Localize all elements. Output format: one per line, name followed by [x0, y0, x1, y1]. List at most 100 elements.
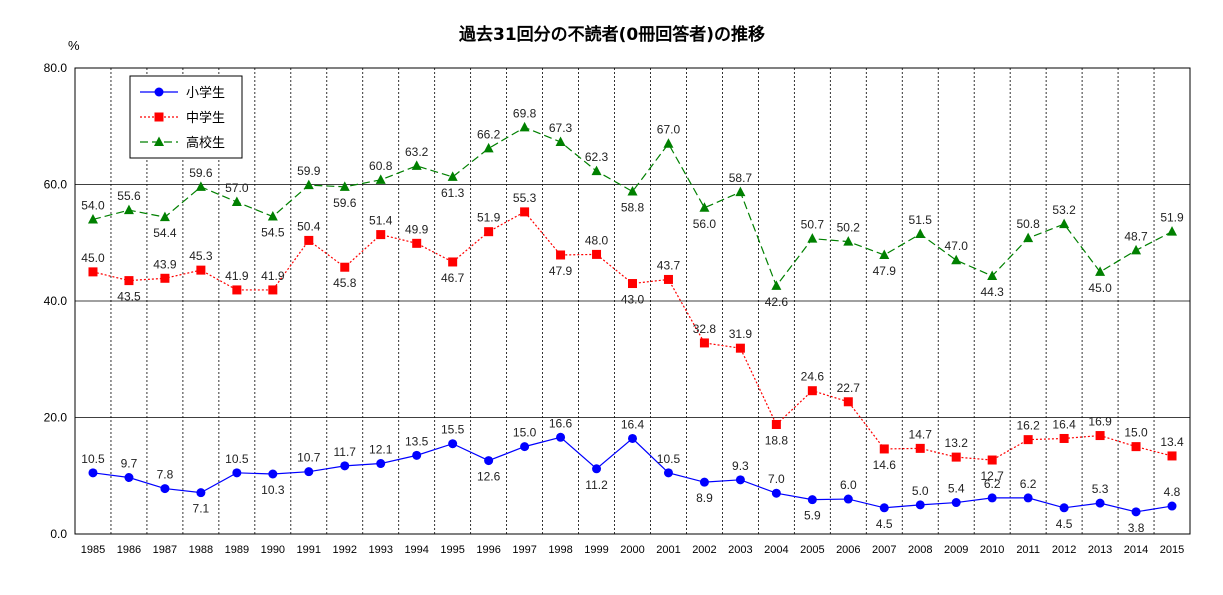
data-point: [196, 265, 206, 275]
data-label: 16.4: [1052, 417, 1076, 431]
data-label: 15.0: [1124, 426, 1148, 440]
x-tick-label: 2004: [764, 544, 788, 556]
x-tick-label: 1990: [261, 544, 285, 556]
data-label: 43.5: [117, 290, 141, 304]
data-point: [735, 475, 745, 485]
data-point: [699, 202, 710, 212]
data-label: 4.5: [876, 517, 893, 531]
data-label: 69.8: [513, 106, 537, 120]
data-point: [1059, 503, 1069, 513]
data-point: [627, 185, 638, 196]
data-point: [987, 455, 997, 465]
x-tick-label: 2006: [836, 544, 860, 556]
data-point: [268, 285, 278, 295]
series-1: [88, 432, 1177, 517]
data-point: [154, 112, 164, 122]
data-point: [1167, 226, 1178, 236]
data-point: [411, 160, 422, 170]
legend-label: 小学生: [186, 85, 225, 101]
plot-border: [74, 67, 1191, 535]
data-point: [232, 285, 242, 295]
data-label: 43.7: [657, 258, 681, 272]
y-tick-label: 40.0: [44, 294, 68, 308]
data-point: [124, 276, 134, 286]
data-point: [951, 498, 961, 508]
data-label: 51.9: [1160, 211, 1184, 225]
data-label: 59.9: [297, 164, 321, 178]
data-label: 12.7: [980, 469, 1004, 483]
series-2: [88, 207, 1177, 465]
data-point: [160, 484, 170, 494]
data-label: 47.9: [549, 264, 573, 278]
data-label: 8.9: [696, 491, 713, 505]
x-tick-label: 1993: [368, 544, 392, 556]
data-point: [771, 488, 781, 498]
data-label: 41.9: [261, 269, 285, 283]
data-label: 55.6: [117, 189, 141, 203]
x-tick-label: 1994: [404, 544, 428, 556]
data-label: 7.0: [768, 472, 785, 486]
data-label: 22.7: [837, 381, 861, 395]
data-label: 49.9: [405, 222, 429, 236]
x-axis-ticks: 1985 1986 1987 1988 1989 1990 1991 1992 1993 1994…: [81, 544, 1185, 556]
data-point: [267, 211, 278, 221]
data-point: [879, 503, 889, 513]
data-point: [556, 250, 566, 260]
data-point: [555, 136, 566, 146]
data-point: [628, 433, 637, 443]
data-label: 62.3: [585, 150, 609, 164]
data-label: 32.8: [693, 322, 717, 336]
data-label: 56.0: [693, 217, 717, 231]
data-label: 45.0: [1088, 281, 1112, 295]
data-point: [88, 267, 98, 277]
data-label: 60.8: [369, 159, 393, 173]
x-tick-label: 2011: [1016, 544, 1040, 556]
series-3: [87, 121, 1178, 290]
data-label: 58.8: [621, 200, 645, 214]
data-label: 16.6: [549, 416, 573, 430]
data-point: [375, 174, 386, 184]
data-label: 4.5: [1056, 517, 1073, 531]
x-tick-label: 2001: [656, 544, 680, 556]
data-point: [663, 138, 674, 148]
data-label: 45.0: [81, 251, 105, 265]
data-point: [771, 280, 782, 290]
data-label: 11.2: [585, 478, 608, 492]
data-label: 67.0: [657, 123, 681, 137]
data-point: [303, 179, 314, 190]
data-label: 42.6: [765, 295, 789, 309]
data-point: [1167, 501, 1177, 511]
x-tick-label: 1987: [153, 544, 177, 556]
data-label: 16.2: [1016, 419, 1040, 433]
data-point: [447, 171, 458, 181]
data-point: [304, 235, 314, 245]
data-point: [1023, 435, 1033, 445]
data-point: [843, 397, 853, 407]
data-point: [123, 204, 134, 215]
data-label: 16.9: [1088, 415, 1112, 429]
data-label: 13.4: [1160, 435, 1184, 449]
data-point: [154, 136, 164, 146]
data-point: [1095, 266, 1106, 276]
data-point: [484, 456, 494, 466]
data-point: [339, 181, 350, 191]
data-point: [592, 464, 602, 474]
data-label: 6.2: [984, 477, 1001, 491]
x-tick-label: 1989: [225, 544, 249, 556]
data-label: 59.6: [333, 196, 357, 210]
data-point: [663, 274, 673, 284]
data-point: [951, 254, 962, 265]
x-tick-label: 2002: [692, 544, 716, 556]
data-label: 24.6: [801, 370, 825, 384]
data-point: [340, 461, 350, 471]
data-label: 45.3: [189, 249, 213, 263]
x-tick-label: 1999: [584, 544, 608, 556]
data-label: 54.4: [153, 226, 177, 240]
y-tick-label: 60.0: [44, 178, 68, 192]
data-point: [1131, 244, 1142, 255]
x-tick-label: 1991: [297, 544, 321, 556]
data-label: 10.5: [225, 452, 249, 466]
data-point: [520, 207, 530, 217]
data-label: 12.1: [369, 443, 393, 457]
